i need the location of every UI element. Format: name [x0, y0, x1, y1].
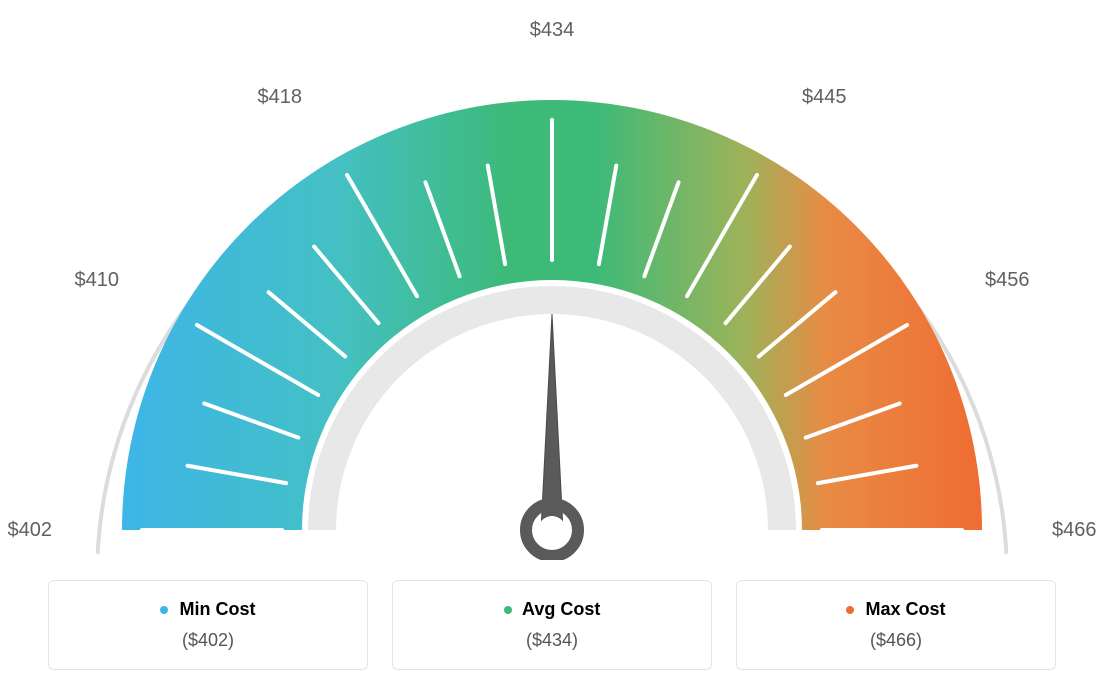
legend-title-min: Min Cost: [69, 599, 347, 620]
dot-icon: [160, 606, 168, 614]
legend-label: Max Cost: [866, 599, 946, 619]
gauge-tick-label: $466: [1052, 519, 1097, 541]
legend-label: Avg Cost: [522, 599, 600, 619]
legend-card-avg: Avg Cost ($434): [392, 580, 712, 670]
legend-card-min: Min Cost ($402): [48, 580, 368, 670]
legend-value-max: ($466): [757, 630, 1035, 651]
legend-title-avg: Avg Cost: [413, 599, 691, 620]
gauge-svg: $402 $410 $418 $434 $445 $456 $466: [0, 0, 1104, 560]
gauge-tick-label: $410: [74, 269, 119, 291]
legend-row: Min Cost ($402) Avg Cost ($434) Max Cost…: [0, 580, 1104, 670]
legend-label: Min Cost: [180, 599, 256, 619]
gauge-tick-label: $418: [258, 86, 303, 108]
gauge-tick-label: $434: [530, 19, 575, 41]
legend-value-avg: ($434): [413, 630, 691, 651]
gauge-tick-label: $402: [8, 519, 53, 541]
legend-value-min: ($402): [69, 630, 347, 651]
legend-title-max: Max Cost: [757, 599, 1035, 620]
gauge-tick-label: $456: [985, 269, 1030, 291]
dot-icon: [846, 606, 854, 614]
dot-icon: [504, 606, 512, 614]
gauge-tick-label: $445: [802, 86, 847, 108]
gauge-chart: $402 $410 $418 $434 $445 $456 $466: [0, 0, 1104, 560]
legend-card-max: Max Cost ($466): [736, 580, 1056, 670]
